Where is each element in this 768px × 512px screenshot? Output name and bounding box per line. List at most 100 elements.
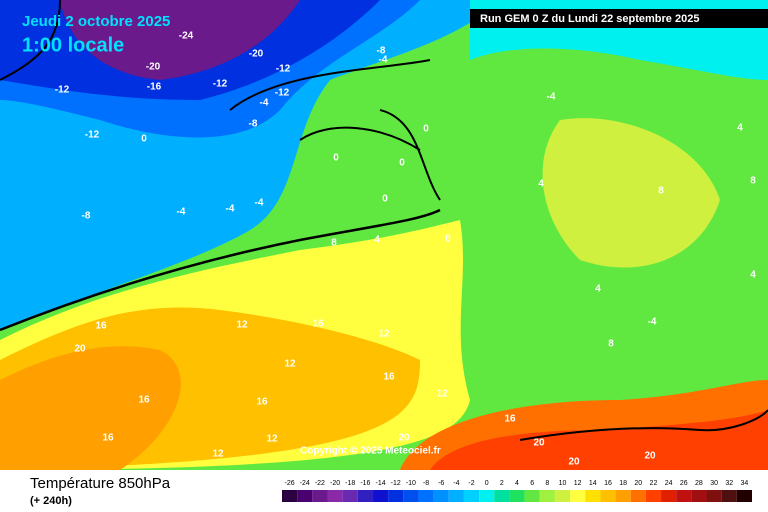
contour-label: -4 [255,198,264,209]
scale-swatch [630,490,646,502]
contour-label: -12 [213,79,228,90]
contour-label: 20 [644,451,656,462]
scale-swatch [494,490,510,502]
contour-label: -12 [275,88,290,99]
scale-swatch [297,490,313,502]
contour-label: -12 [276,64,291,75]
scale-swatch [585,490,601,502]
scale-label: 10 [559,480,567,487]
scale-swatch [509,490,525,502]
contour-label: 8 [331,238,337,249]
scale-label: -2 [468,480,474,487]
coastline [229,59,441,201]
scale-label: 24 [665,480,673,487]
scale-label: -12 [391,480,401,487]
scale-label: -14 [375,480,385,487]
contour-label: 4 [595,284,601,295]
scale-swatch [661,490,677,502]
date: Jeudi 2 octobre 2025 [22,13,170,30]
zone [0,346,181,470]
contour-label: 8 [750,176,756,187]
scale-label: -24 [300,480,310,487]
contour-label: 4 [737,123,743,134]
contour-label: 20 [398,433,410,444]
scale-label: 28 [695,480,703,487]
scale-swatch [448,490,464,502]
scale-swatch [388,490,404,502]
scale-label: 12 [574,480,582,487]
scale-label: -22 [315,480,325,487]
scale-swatch [463,490,480,502]
contour-label: -24 [179,31,194,42]
scale-swatch [372,490,389,502]
contour-label: 16 [383,372,395,383]
scale-swatch [691,490,707,502]
contour-label: 12 [212,449,224,460]
scale-label: -4 [453,480,459,487]
footer-lead: (+ 240h) [30,495,72,507]
footer-title: Température 850hPa [30,475,171,492]
scale-label: 16 [604,480,612,487]
contour-label: 20 [568,457,580,468]
scale-label: 14 [589,480,597,487]
scale-swatch [645,490,662,502]
contour [0,0,768,441]
contour-label: 0 [423,124,429,135]
contour-label: -8 [82,211,91,222]
scale-swatch [342,490,358,502]
scale-label: 18 [619,480,627,487]
scale-label: 8 [545,480,549,487]
scale-label: 26 [680,480,688,487]
scale-label: 6 [530,480,534,487]
scale-swatch [676,490,692,502]
contour-label: -4 [177,207,186,218]
contour-label: 16 [312,319,324,330]
scale-label: 4 [515,480,519,487]
scale-label: 2 [500,480,504,487]
contour-label: 16 [102,433,114,444]
contour-label: 4 [374,235,380,246]
scale-label: 22 [650,480,658,487]
contour-label: -4 [379,55,388,66]
zone [542,118,720,268]
scale-swatch [312,490,328,502]
contour-label: 8 [608,339,614,350]
contour-label: 0 [141,134,147,145]
contour-label: -4 [226,204,235,215]
zero-isotherm [0,208,441,332]
scale-swatch [327,490,343,502]
zone [60,0,300,80]
contour-label: -8 [377,46,386,57]
scale-swatch [539,490,555,502]
scale-swatch [706,490,722,502]
scale-label: 20 [634,480,642,487]
contour-label: -12 [55,85,70,96]
contour-label: 8 [658,186,664,197]
run-box [470,9,768,28]
copyright: Copyright © 2025 Meteociel.fr [300,446,441,457]
contour-label: 12 [436,389,448,400]
scale-swatch [600,490,616,502]
contour-label: 16 [95,321,107,332]
zone [430,410,768,470]
contour-label: 16 [138,395,150,406]
scale-swatch [357,490,373,502]
contour-label: 4 [538,179,544,190]
scale-swatch [615,490,631,502]
contour-label: -20 [249,49,264,60]
time: 1:00 locale [22,34,124,56]
scale-label: -16 [360,480,370,487]
contour-label: 0 [333,153,339,164]
scale-label: 32 [725,480,733,487]
run-info: Run GEM 0 Z du Lundi 22 septembre 2025 [480,13,699,25]
contour-label: -4 [648,317,657,328]
contour-label: 0 [399,158,405,169]
contour-label: -16 [147,82,162,93]
contour-label: -20 [146,62,161,73]
scale-swatch [721,490,737,502]
scale-label: 30 [710,480,718,487]
scale-label: -26 [285,480,295,487]
scale-swatch [282,490,298,502]
contour-label: 16 [504,414,516,425]
